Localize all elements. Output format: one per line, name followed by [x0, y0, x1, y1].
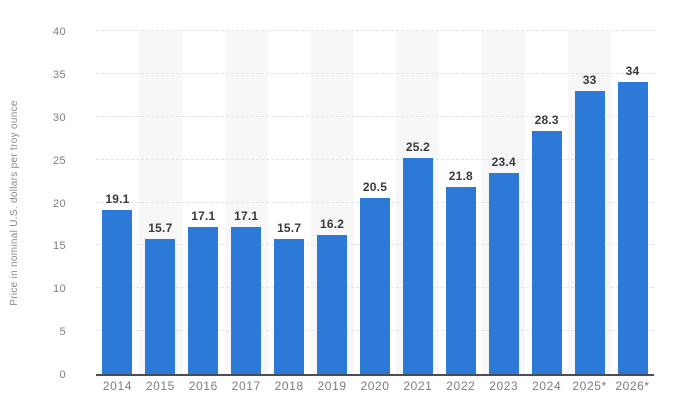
bar[interactable] [617, 82, 648, 374]
bar[interactable] [445, 187, 476, 374]
bar[interactable] [188, 227, 219, 374]
bar[interactable] [488, 173, 519, 374]
bar[interactable] [102, 210, 133, 374]
y-tick-label: 30 [52, 111, 66, 124]
bar[interactable] [317, 235, 348, 374]
bar-column: 20.5 [354, 31, 397, 374]
plot-area: 19.1 15.7 17.1 17.1 15.7 16.2 20.5 25.2 21.8 23.4… [96, 30, 654, 376]
bar-value-label: 16.2 [319, 217, 345, 232]
bar-value-label: 33 [582, 73, 597, 88]
bar-column: 25.2 [396, 31, 439, 374]
gridline [96, 115, 654, 117]
x-tick-label: 2019 [317, 379, 347, 393]
y-tick-label: 20 [52, 197, 66, 210]
bar-value-label: 19.1 [105, 192, 130, 207]
bar-value-label: 28.3 [534, 113, 559, 128]
x-tick-label: 2026* [615, 379, 650, 393]
bars-container: 19.1 15.7 17.1 17.1 15.7 16.2 20.5 25.2 21.8 23.4… [96, 31, 654, 374]
gridline [96, 72, 654, 74]
x-tick-label: 2023 [489, 379, 519, 393]
bar-column: 16.2 [311, 31, 354, 374]
x-axis-tick-labels: 2014 2015 2016 2017 2018 2019 2020 2021 2022 2023… [96, 379, 654, 393]
x-tick-label: 2016 [188, 379, 218, 393]
bar[interactable] [231, 227, 262, 374]
bar-column: 17.1 [182, 31, 225, 374]
bar-column: 19.1 [96, 31, 139, 374]
x-tick-label: 2014 [102, 379, 133, 393]
bar[interactable] [574, 91, 605, 374]
bar-value-label: 17.1 [191, 209, 216, 224]
bar[interactable] [402, 157, 433, 374]
bar[interactable] [531, 131, 562, 374]
bar[interactable] [359, 198, 390, 374]
bar-column: 15.7 [139, 31, 182, 374]
y-tick-label: 35 [52, 68, 66, 81]
x-tick-label: 2017 [231, 379, 261, 393]
bar-column: 15.7 [268, 31, 311, 374]
y-axis-tick-labels: 0 5 10 15 20 25 30 35 40 [40, 26, 80, 381]
y-tick-label: 40 [52, 26, 66, 38]
bar-value-label: 17.1 [234, 209, 259, 224]
y-tick-label: 5 [59, 326, 66, 339]
bar-value-label: 23.4 [491, 155, 516, 170]
gridline [96, 158, 654, 160]
x-tick-label: 2021 [403, 379, 433, 393]
bar-value-label: 20.5 [362, 180, 388, 195]
bar[interactable] [274, 239, 305, 374]
y-axis-title: Price in nominal U.S. dollars per troy o… [9, 100, 20, 306]
bar[interactable] [145, 239, 176, 374]
x-tick-label: 2025* [572, 379, 607, 393]
x-tick-label: 2022 [446, 379, 476, 393]
y-tick-label: 15 [52, 240, 66, 253]
y-tick-label: 0 [59, 369, 66, 381]
bar-value-label: 34 [625, 64, 640, 79]
x-tick-label: 2018 [274, 379, 304, 393]
bar-column: 28.3 [525, 31, 568, 374]
bar-column: 34 [611, 31, 654, 374]
y-tick-label: 25 [52, 154, 66, 167]
x-tick-label: 2024 [532, 379, 562, 393]
bar-column: 33 [568, 31, 611, 374]
bar-value-label: 21.8 [448, 169, 473, 184]
bar-column: 21.8 [439, 31, 482, 374]
bar-value-label: 15.7 [148, 221, 173, 236]
bar-column: 17.1 [225, 31, 268, 374]
x-tick-label: 2015 [145, 379, 175, 393]
y-tick-label: 10 [52, 283, 66, 296]
bar-value-label: 25.2 [405, 139, 430, 154]
gridline [96, 30, 654, 31]
bar-column: 23.4 [482, 31, 525, 374]
x-tick-label: 2020 [360, 379, 390, 393]
bar-value-label: 15.7 [277, 221, 302, 236]
